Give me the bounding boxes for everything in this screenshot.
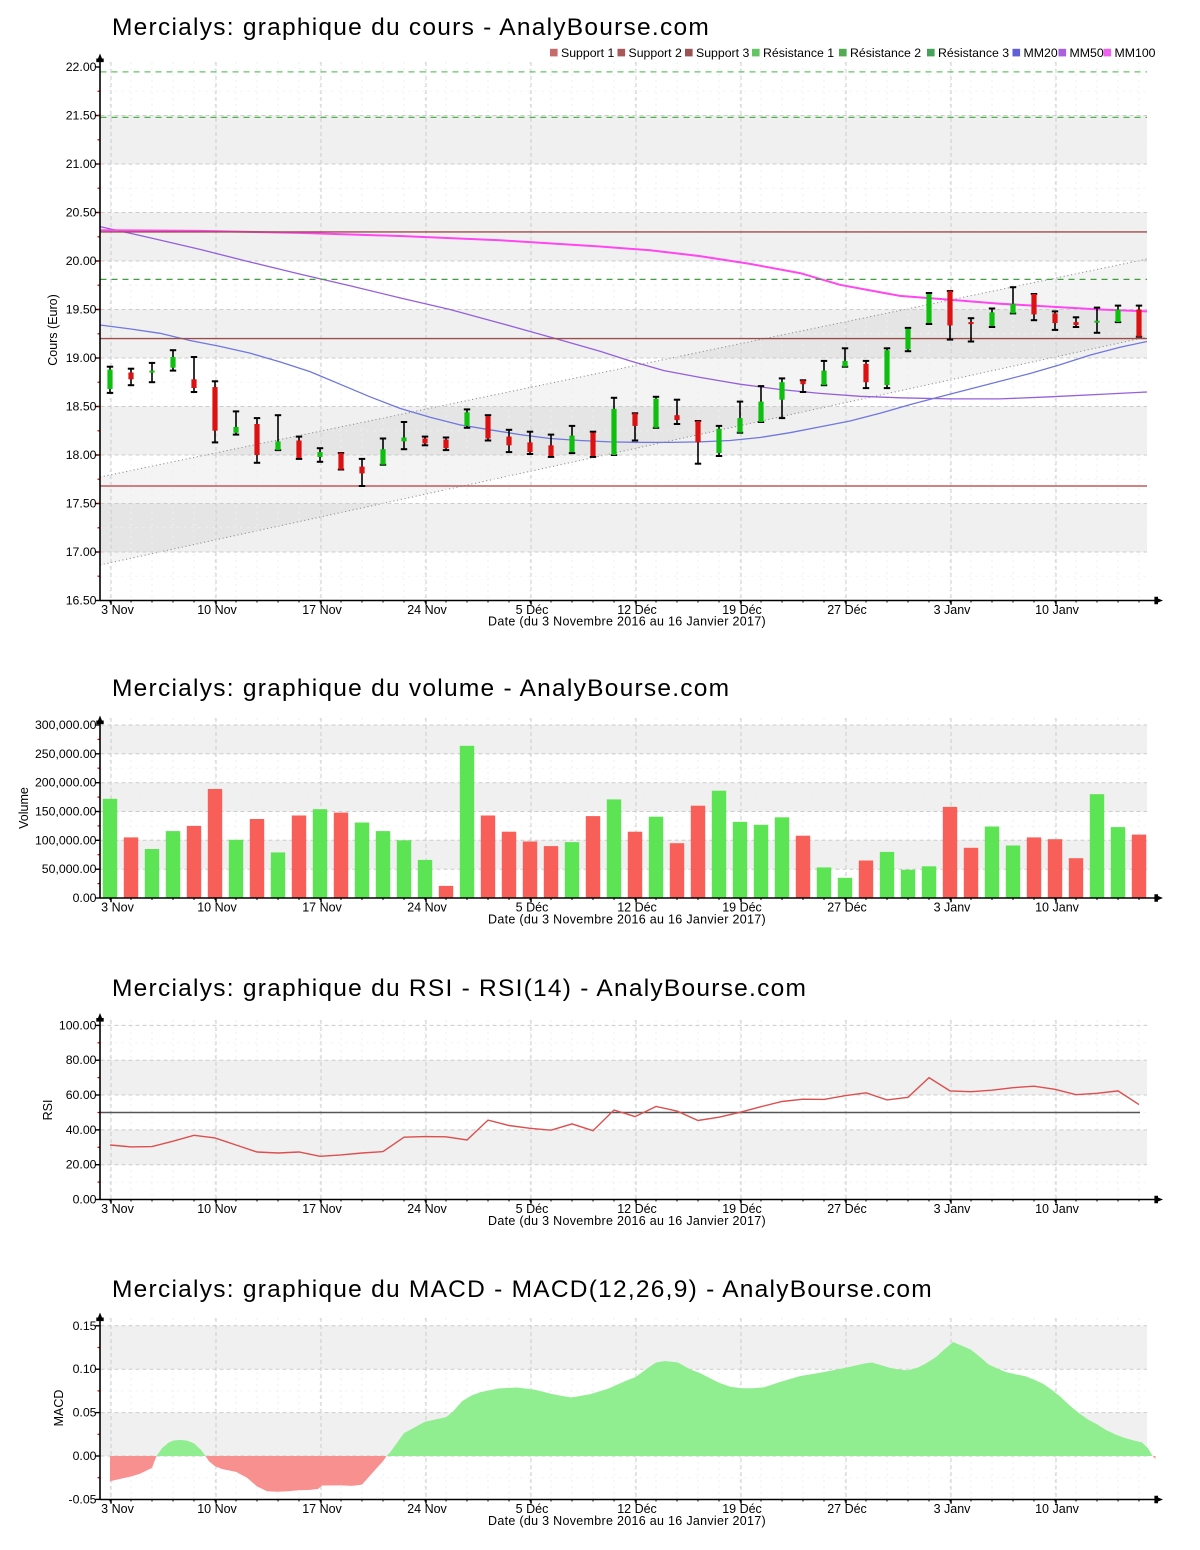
svg-text:Résistance 3: Résistance 3 — [938, 46, 1009, 60]
svg-text:0.15: 0.15 — [73, 1319, 97, 1333]
svg-text:5 Déc: 5 Déc — [516, 603, 549, 617]
svg-text:27 Déc: 27 Déc — [827, 1202, 867, 1216]
svg-text:Mercialys: graphique du volume: Mercialys: graphique du volume - AnalyBo… — [112, 675, 730, 702]
svg-text:12 Déc: 12 Déc — [617, 1502, 657, 1516]
svg-text:Date (du 3 Novembre 2016 au 16: Date (du 3 Novembre 2016 au 16 Janvier 2… — [488, 913, 766, 927]
svg-text:19.00: 19.00 — [66, 351, 97, 365]
svg-text:27 Déc: 27 Déc — [827, 1502, 867, 1516]
svg-text:0.00: 0.00 — [73, 1193, 97, 1207]
svg-text:19 Déc: 19 Déc — [722, 603, 762, 617]
svg-text:12 Déc: 12 Déc — [617, 901, 657, 915]
svg-text:10 Nov: 10 Nov — [197, 1202, 237, 1216]
svg-text:20.00: 20.00 — [66, 254, 97, 268]
svg-text:19.50: 19.50 — [66, 303, 97, 317]
svg-text:40.00: 40.00 — [66, 1123, 97, 1137]
svg-text:0.00: 0.00 — [73, 1449, 97, 1463]
svg-text:17.00: 17.00 — [66, 545, 97, 559]
svg-text:Cours (Euro): Cours (Euro) — [46, 294, 60, 366]
svg-text:12 Déc: 12 Déc — [617, 603, 657, 617]
svg-text:5 Déc: 5 Déc — [516, 1502, 549, 1516]
svg-text:3 Nov: 3 Nov — [101, 1202, 134, 1216]
svg-text:0.00: 0.00 — [73, 891, 97, 905]
svg-text:Date (du 3 Novembre 2016 au 16: Date (du 3 Novembre 2016 au 16 Janvier 2… — [488, 615, 766, 629]
svg-text:10 Nov: 10 Nov — [197, 1502, 237, 1516]
svg-text:50,000.00: 50,000.00 — [42, 862, 97, 876]
svg-text:27 Déc: 27 Déc — [827, 603, 867, 617]
svg-text:10 Janv: 10 Janv — [1035, 1502, 1080, 1516]
svg-text:10 Janv: 10 Janv — [1035, 1202, 1080, 1216]
svg-text:Résistance 1: Résistance 1 — [763, 46, 834, 60]
svg-text:3 Nov: 3 Nov — [101, 603, 134, 617]
svg-text:18.00: 18.00 — [66, 448, 97, 462]
svg-text:24 Nov: 24 Nov — [407, 1202, 447, 1216]
svg-text:Support 1: Support 1 — [561, 46, 614, 60]
svg-text:27 Déc: 27 Déc — [827, 901, 867, 915]
svg-text:Date (du 3 Novembre 2016 au 16: Date (du 3 Novembre 2016 au 16 Janvier 2… — [488, 1214, 766, 1228]
svg-text:Résistance 2: Résistance 2 — [850, 46, 921, 60]
svg-text:Volume: Volume — [17, 787, 31, 829]
svg-text:19 Déc: 19 Déc — [722, 1202, 762, 1216]
svg-text:21.00: 21.00 — [66, 157, 97, 171]
svg-text:19 Déc: 19 Déc — [722, 901, 762, 915]
svg-text:RSI: RSI — [41, 1100, 55, 1121]
svg-text:12 Déc: 12 Déc — [617, 1202, 657, 1216]
svg-text:60.00: 60.00 — [66, 1088, 97, 1102]
svg-text:Mercialys: graphique du cours: Mercialys: graphique du cours - AnalyBou… — [112, 14, 710, 41]
svg-text:17 Nov: 17 Nov — [302, 1502, 342, 1516]
svg-text:17 Nov: 17 Nov — [302, 901, 342, 915]
svg-text:200,000.00: 200,000.00 — [35, 776, 97, 790]
svg-text:20.00: 20.00 — [66, 1158, 97, 1172]
svg-text:250,000.00: 250,000.00 — [35, 747, 97, 761]
svg-text:16.50: 16.50 — [66, 594, 97, 608]
svg-text:-0.05: -0.05 — [68, 1492, 96, 1506]
svg-text:0.10: 0.10 — [73, 1362, 97, 1376]
svg-text:3 Janv: 3 Janv — [934, 901, 972, 915]
svg-text:5 Déc: 5 Déc — [516, 1202, 549, 1216]
svg-text:100.00: 100.00 — [59, 1018, 97, 1032]
svg-text:10 Janv: 10 Janv — [1035, 901, 1080, 915]
svg-text:MM20: MM20 — [1024, 46, 1058, 60]
svg-text:3 Janv: 3 Janv — [934, 1202, 972, 1216]
svg-text:22.00: 22.00 — [66, 60, 97, 74]
svg-text:24 Nov: 24 Nov — [407, 603, 447, 617]
svg-text:24 Nov: 24 Nov — [407, 901, 447, 915]
svg-text:150,000.00: 150,000.00 — [35, 805, 97, 819]
svg-text:10 Janv: 10 Janv — [1035, 603, 1080, 617]
svg-text:Date (du 3 Novembre 2016 au 16: Date (du 3 Novembre 2016 au 16 Janvier 2… — [488, 1514, 766, 1528]
svg-text:Mercialys: graphique du RSI -: Mercialys: graphique du RSI - RSI(14) - … — [112, 975, 807, 1002]
svg-text:80.00: 80.00 — [66, 1053, 97, 1067]
svg-text:3 Nov: 3 Nov — [101, 901, 134, 915]
svg-text:17 Nov: 17 Nov — [302, 603, 342, 617]
svg-text:Mercialys: graphique du MACD -: Mercialys: graphique du MACD - MACD(12,2… — [112, 1276, 933, 1303]
svg-text:10 Nov: 10 Nov — [197, 901, 237, 915]
svg-text:0.05: 0.05 — [73, 1406, 97, 1420]
svg-text:17 Nov: 17 Nov — [302, 1202, 342, 1216]
svg-text:MACD: MACD — [52, 1390, 66, 1427]
svg-text:21.50: 21.50 — [66, 109, 97, 123]
svg-text:10 Nov: 10 Nov — [197, 603, 237, 617]
svg-text:100,000.00: 100,000.00 — [35, 833, 97, 847]
svg-text:Support 2: Support 2 — [629, 46, 682, 60]
svg-text:MM50: MM50 — [1070, 46, 1104, 60]
svg-text:MM100: MM100 — [1115, 46, 1156, 60]
svg-text:18.50: 18.50 — [66, 400, 97, 414]
svg-text:Support 3: Support 3 — [696, 46, 749, 60]
svg-text:20.50: 20.50 — [66, 206, 97, 220]
svg-text:17.50: 17.50 — [66, 497, 97, 511]
svg-text:24 Nov: 24 Nov — [407, 1502, 447, 1516]
svg-text:19 Déc: 19 Déc — [722, 1502, 762, 1516]
svg-text:300,000.00: 300,000.00 — [35, 718, 97, 732]
svg-text:3 Nov: 3 Nov — [101, 1502, 134, 1516]
svg-text:3 Janv: 3 Janv — [934, 1502, 972, 1516]
svg-text:3 Janv: 3 Janv — [934, 603, 972, 617]
svg-text:5 Déc: 5 Déc — [516, 901, 549, 915]
